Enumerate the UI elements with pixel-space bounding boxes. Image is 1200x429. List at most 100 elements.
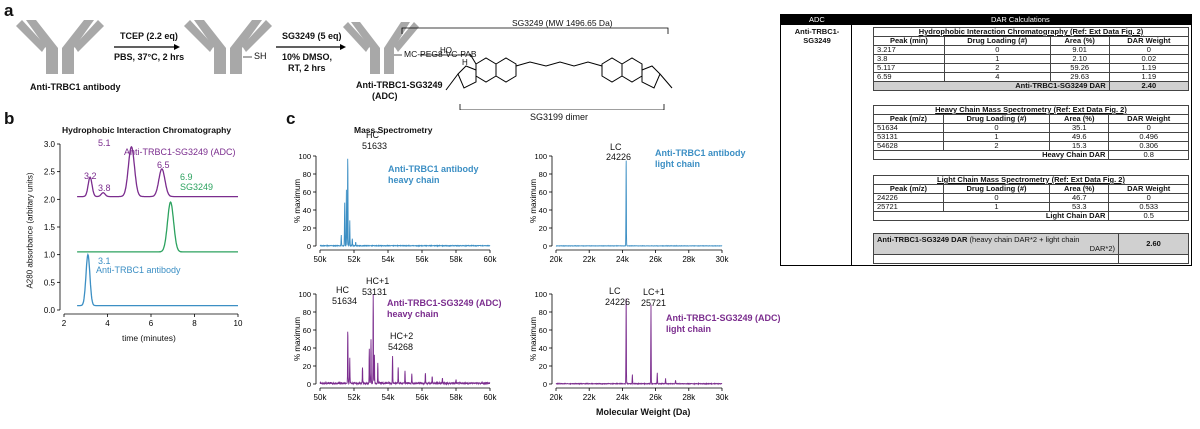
ms-xtick: 50k [314,393,328,402]
final-dar-note-1: (heavy chain DAR*2 + light chain [969,235,1080,244]
panel-letter-a: a [4,1,14,20]
dar-col-adc: ADC [809,15,825,24]
lc-dar-cell: 1 [942,202,1051,212]
ms-ytick: 20 [539,362,547,371]
ms-ytick: 60 [303,326,311,335]
ms-ytick: 100 [534,290,547,299]
hic-dar-row: 6.59 4 29.63 1.19 [873,72,1190,82]
ms-title: Mass Spectrometry [354,125,433,135]
ms-xtick: 50k [314,255,328,264]
h-label: H [462,58,468,67]
hic-trace-label-antibody: Anti-TRBC1 antibody [96,265,181,275]
antibody-label: Anti-TRBC1 antibody [30,82,121,92]
dar-col-calc: DAR Calculations [991,15,1050,24]
lc-dar-row: 25721 1 53.3 0.533 [873,202,1189,212]
ms-xtick: 52k [348,255,362,264]
ms-xtick: 26k [649,393,663,402]
ms-ytick: 0 [307,380,311,389]
ms-top-hc-peak-value: 51633 [362,141,388,151]
hic-dar-table: Hydrophobic Interaction Chromatography (… [873,27,1190,91]
sg3199-dimer-structure [445,53,673,91]
step2-reagent: SG3249 (5 eq) [282,31,342,41]
ms-ytick: 100 [298,290,311,299]
hic-xtick: 4 [105,319,110,328]
ms-bot-hc-label-2: heavy chain [387,309,439,319]
ms-ytick: 80 [539,170,547,179]
hic-peak-3-8: 3.8 [98,183,111,193]
ms-ytick: 20 [303,224,311,233]
ms-xtick: 24k [616,255,630,264]
hic-peak-6-9: 6.9 [180,172,193,182]
ms-ylabel: % maximum [529,317,538,361]
ms-xtick: 54k [382,255,396,264]
ms-xtick: 30k [716,393,730,402]
dar-adc-name: Anti-TRBC1-SG3249 [794,27,840,45]
ms-xlabel: Molecular Weight (Da) [596,407,691,417]
ms-xtick: 26k [649,255,663,264]
ms-ytick: 60 [539,326,547,335]
hic-series-line [77,252,238,307]
ms-bot-hc-spectrum [319,293,491,386]
hic-chart: 2 4 6 8 10 0.0 0.5 1.0 1.5 2.0 2.5 3.0 [44,140,243,328]
hic-ytick: 2.0 [44,195,56,204]
ms-top-lc-label-2: light chain [655,159,700,169]
hic-trace-label-sg3249: SG3249 [180,182,214,192]
dimer-label: SG3199 dimer [530,112,589,122]
lc-dar-table: Light Chain Mass Spectrometry (Ref: Ext … [872,175,1189,221]
ms-ytick: 40 [539,344,547,353]
ms-bot-lc-plot: 20k 22k 24k 26k 28k 30k 0 20 40 60 80 100 % maximum [529,290,729,402]
hic-ytick: 2.5 [44,168,56,177]
lc-dar-total-label: Light Chain DAR [872,211,1110,221]
ms-ytick: 0 [307,242,311,251]
ms-top-hc-label-2: heavy chain [388,175,440,185]
final-dar-table: Anti-TRBC1-SG3249 DAR (heavy chain DAR*2… [873,233,1189,264]
ms-ytick: 0 [543,380,547,389]
panel-letter-b: b [4,109,15,128]
ms-ylabel: % maximum [293,317,302,361]
hic-dar-total: 2.40 [1108,81,1190,91]
final-dar-note-2: DAR*2) [1089,244,1115,253]
ms-bot-hc-p1: HC [336,285,349,295]
ms-xtick: 54k [382,393,396,402]
ms-xtick: 52k [348,393,362,402]
ms-top-lc-peak-value: 24226 [606,152,632,162]
ms-top-hc-label-1: Anti-TRBC1 antibody [388,164,479,174]
ms-ytick: 100 [298,152,311,161]
dar-table: ADC DAR Calculations Anti-TRBC1-SG3249 H… [780,14,1192,266]
ms-ytick: 60 [539,188,547,197]
dar-header: ADC DAR Calculations [781,15,1191,25]
ms-xtick: 28k [682,393,696,402]
ms-xtick: 56k [416,393,430,402]
ms-bot-lc-p2-value: 25721 [641,298,667,308]
hic-title: Hydrophobic Interaction Chromatography [62,125,232,135]
ms-ytick: 20 [539,224,547,233]
ms-bot-hc-p3-value: 54268 [388,342,414,352]
ms-top-hc-spectrum [319,158,491,248]
ms-top-hc-plot: 50k 52k 54k 56k 58k 60k 0 20 40 60 80 100 % maximum [293,152,497,264]
hic-ytick: 0.0 [44,306,56,315]
ms-xtick: 22k [583,255,597,264]
final-dar-label: Anti-TRBC1-SG3249 DAR [877,235,968,244]
ms-bot-lc-p2: LC+1 [643,287,665,297]
hc-dar-table: Heavy Chain Mass Spectrometry (Ref: Ext … [872,105,1189,160]
hc-dar-cell: 54628 [873,141,944,151]
ms-top-lc-spectrum [555,160,723,248]
ms-ytick: 80 [539,308,547,317]
hic-peak-3-2: 3.2 [84,171,97,181]
ms-xtick: 60k [484,255,498,264]
ms-bot-lc-label-2: light chain [666,324,711,334]
ms-xtick: 20k [550,393,564,402]
ms-bot-hc-p2: HC+1 [366,276,390,286]
ms-bot-hc-plot: 50k 52k 54k 56k 58k 60k 0 20 40 60 80 100 % maximum [293,290,497,402]
hc-dar-row: 54628 2 15.3 0.306 [873,141,1189,151]
ms-ylabel: % maximum [293,179,302,223]
ms-bot-hc-label-1: Anti-TRBC1-SG3249 (ADC) [387,298,502,308]
ms-xtick: 60k [484,393,498,402]
hc-dar-total: 0.8 [1108,150,1189,160]
step2-conditions-1: 10% DMSO, [282,52,333,62]
ms-top-hc-peak: HC [366,130,379,140]
hic-peak-6-5: 6.5 [157,160,170,170]
hic-series-line [77,145,238,198]
ms-ytick: 80 [303,170,311,179]
